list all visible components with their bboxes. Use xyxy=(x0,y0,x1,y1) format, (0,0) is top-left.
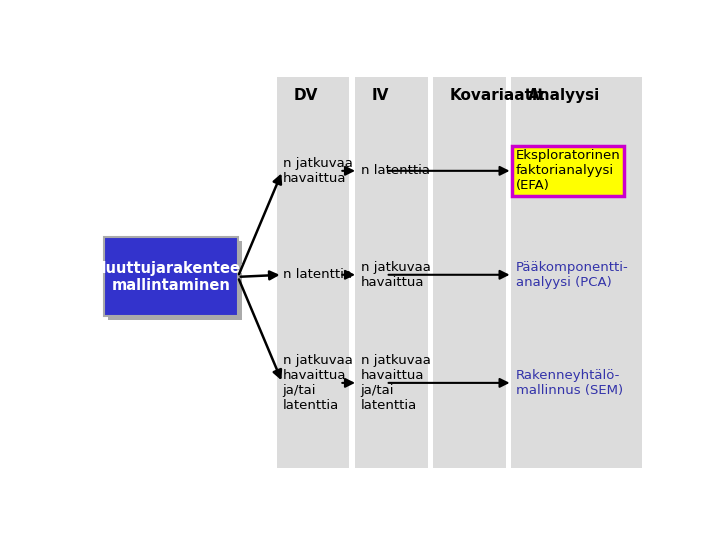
Text: Eksploratorinen
faktorianalyysi
(EFA): Eksploratorinen faktorianalyysi (EFA) xyxy=(516,150,621,192)
Bar xyxy=(511,77,642,468)
Text: Analyysi: Analyysi xyxy=(528,89,600,104)
Text: Muuttujarakenteen
mallintaminen: Muuttujarakenteen mallintaminen xyxy=(91,261,251,293)
Text: n jatkuvaa
havaittua
ja/tai
latenttia: n jatkuvaa havaittua ja/tai latenttia xyxy=(282,354,352,412)
Text: n jatkuvaa
havaittua
ja/tai
latenttia: n jatkuvaa havaittua ja/tai latenttia xyxy=(361,354,431,412)
Bar xyxy=(104,238,238,316)
Text: Kovariaatit: Kovariaatit xyxy=(450,89,546,104)
Text: n jatkuvaa
havaittua: n jatkuvaa havaittua xyxy=(282,157,352,185)
Text: Pääkomponentti-
analyysi (PCA): Pääkomponentti- analyysi (PCA) xyxy=(516,261,629,289)
Text: IV: IV xyxy=(372,89,390,104)
Bar xyxy=(355,77,428,468)
Text: n latenttia: n latenttia xyxy=(282,268,351,281)
Text: n jatkuvaa
havaittua: n jatkuvaa havaittua xyxy=(361,261,431,289)
Text: DV: DV xyxy=(294,89,318,104)
Text: n latenttia: n latenttia xyxy=(361,164,430,177)
Bar xyxy=(433,77,505,468)
Text: Rakenneyhtälö-
mallinnus (SEM): Rakenneyhtälö- mallinnus (SEM) xyxy=(516,369,623,397)
Bar xyxy=(109,241,243,320)
Bar xyxy=(277,77,349,468)
